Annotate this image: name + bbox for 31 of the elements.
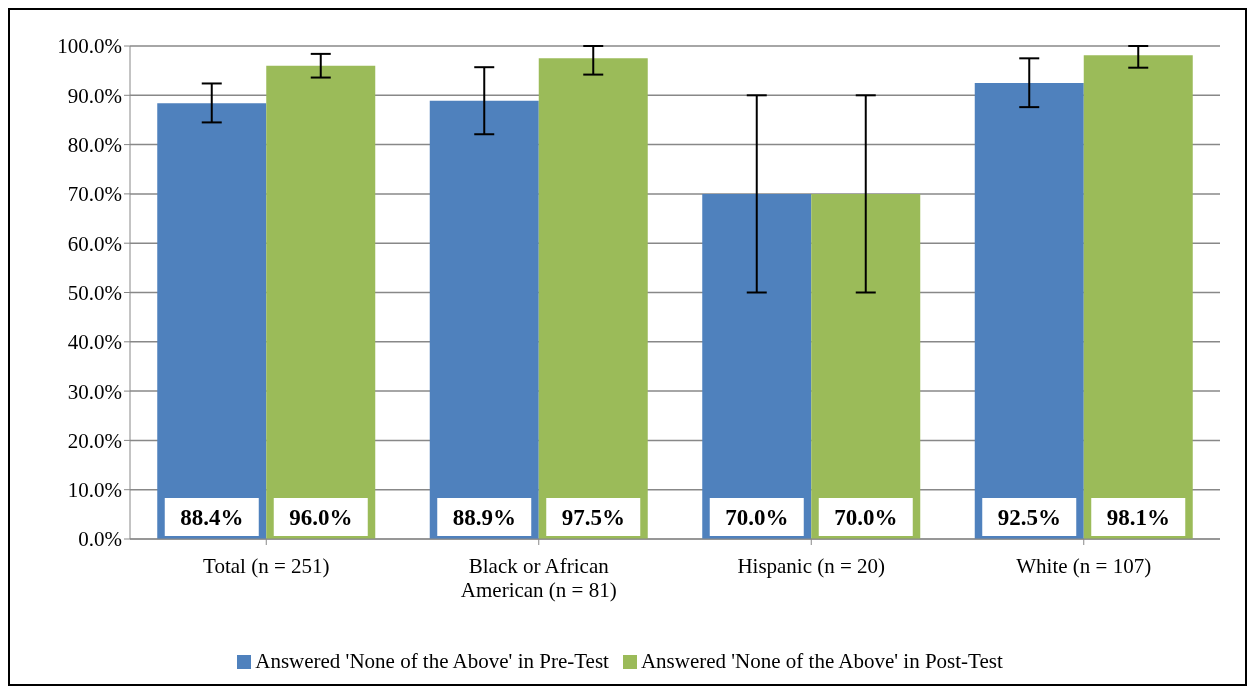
- y-tick-label: 0.0%: [78, 527, 122, 552]
- y-tick-label: 30.0%: [67, 379, 122, 404]
- data-label: 70.0%: [725, 505, 789, 530]
- y-tick-label: 90.0%: [67, 83, 122, 108]
- y-tick-label: 40.0%: [67, 330, 122, 355]
- y-tick-label: 10.0%: [67, 478, 122, 503]
- y-tick-label: 70.0%: [67, 182, 122, 207]
- bar: [1083, 55, 1193, 539]
- y-tick-label: 50.0%: [67, 280, 122, 305]
- data-label: 70.0%: [834, 505, 898, 530]
- bar: [538, 58, 648, 539]
- data-label: 88.9%: [452, 505, 516, 530]
- bar: [429, 100, 539, 539]
- y-tick-label: 20.0%: [67, 428, 122, 453]
- y-tick-label: 60.0%: [67, 231, 122, 256]
- bar: [974, 82, 1084, 539]
- data-label: 92.5%: [997, 505, 1061, 530]
- bar: [266, 65, 376, 539]
- x-tick-label: Hispanic (n = 20): [737, 554, 886, 578]
- data-label: 88.4%: [180, 505, 244, 530]
- y-tick-label: 80.0%: [67, 133, 122, 158]
- bar: [157, 103, 267, 539]
- data-label: 98.1%: [1106, 505, 1170, 530]
- legend-label: Answered 'None of the Above' in Post-Test: [639, 649, 1003, 674]
- data-label: 97.5%: [561, 505, 625, 530]
- y-tick-label: 100.0%: [57, 34, 122, 59]
- x-tick-label: Total (n = 251): [203, 554, 330, 578]
- data-label: 96.0%: [289, 505, 353, 530]
- x-tick-label: Black or African American (n = 81): [460, 554, 617, 602]
- legend-label: Answered 'None of the Above' in Pre-Test: [254, 649, 609, 674]
- x-tick-label: White (n = 107): [1016, 554, 1152, 578]
